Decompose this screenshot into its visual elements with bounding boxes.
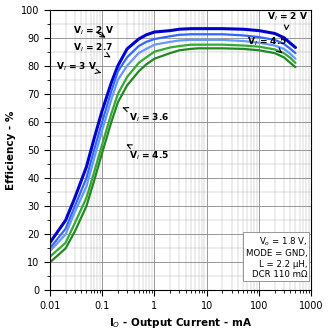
- X-axis label: I$_O$ - Output Current - mA: I$_O$ - Output Current - mA: [109, 317, 252, 330]
- Text: V$_I$ = 2.7: V$_I$ = 2.7: [73, 41, 114, 57]
- Text: V$_I$ = 3 V: V$_I$ = 3 V: [56, 60, 100, 74]
- Text: V$_I$ = 2 V: V$_I$ = 2 V: [73, 25, 114, 37]
- Text: V$_I$ = 4.5: V$_I$ = 4.5: [127, 145, 169, 162]
- Text: V$_I$ = 2 V: V$_I$ = 2 V: [266, 10, 308, 30]
- Text: V$_o$ = 1.8 V,
MODE = GND,
L = 2.2 μH,
DCR 110 mΩ: V$_o$ = 1.8 V, MODE = GND, L = 2.2 μH, D…: [246, 236, 307, 279]
- Y-axis label: Efficiency - %: Efficiency - %: [6, 110, 15, 190]
- Text: V$_I$ = 3.6: V$_I$ = 3.6: [123, 108, 169, 124]
- Text: V$_I$ = 4.5: V$_I$ = 4.5: [247, 36, 288, 53]
